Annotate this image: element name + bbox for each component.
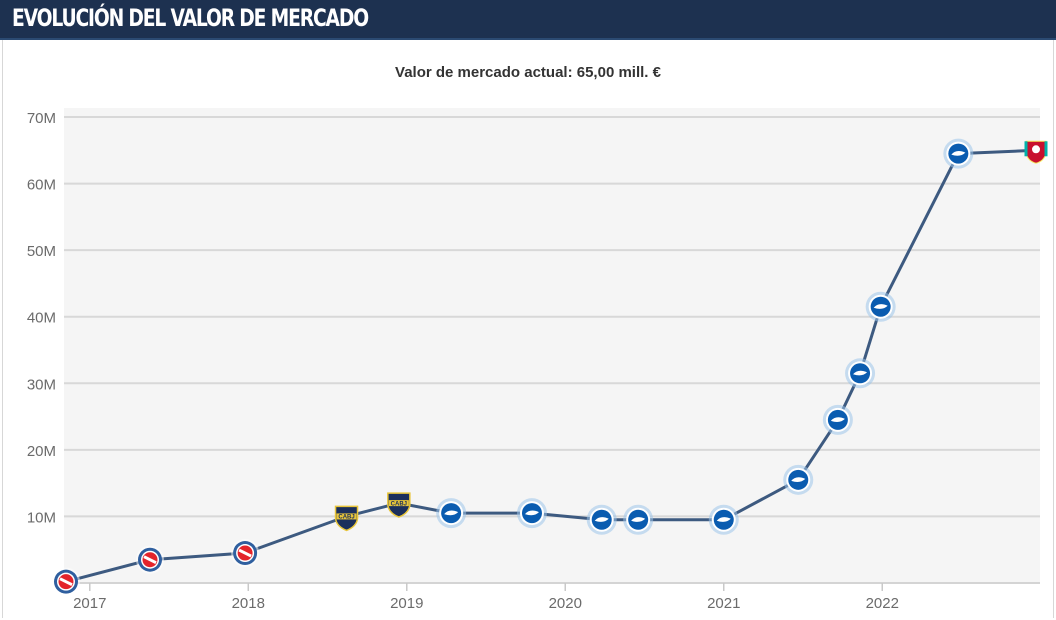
- data-point boca-juniors-crest-icon[interactable]: CABJ: [334, 505, 359, 532]
- section-title: Evolución del valor de mercado: [12, 4, 369, 32]
- data-point liverpool-crest-icon[interactable]: [1024, 140, 1048, 164]
- data-point brighton-crest-icon[interactable]: [783, 464, 814, 495]
- x-tick-label: 2018: [232, 595, 265, 612]
- section-header: Evolución del valor de mercado: [0, 0, 1056, 40]
- data-point brighton-crest-icon[interactable]: [586, 504, 617, 535]
- data-point argentinos-juniors-crest-icon[interactable]: [231, 539, 260, 568]
- x-tick-label: 2017: [73, 595, 106, 612]
- y-tick-label: 70M: [27, 110, 56, 127]
- y-tick-label: 30M: [27, 376, 56, 393]
- data-point brighton-crest-icon[interactable]: [822, 404, 853, 435]
- data-point brighton-crest-icon[interactable]: [708, 504, 739, 535]
- chart-subtitle: Valor de mercado actual: 65,00 mill. €: [395, 64, 661, 81]
- data-point brighton-crest-icon[interactable]: [845, 358, 876, 389]
- data-point boca-juniors-crest-icon[interactable]: CABJ: [387, 492, 411, 518]
- svg-text:CABJ: CABJ: [391, 501, 407, 507]
- data-point brighton-crest-icon[interactable]: [623, 504, 654, 535]
- data-point brighton-crest-icon[interactable]: [943, 138, 974, 169]
- data-point argentinos-juniors-crest-icon[interactable]: [136, 545, 165, 574]
- data-point brighton-crest-icon[interactable]: [516, 498, 547, 529]
- x-tick-label: 2022: [866, 595, 899, 612]
- series-line: [65, 148, 1037, 584]
- x-tick-label: 2021: [707, 595, 740, 612]
- y-tick-label: 20M: [27, 443, 56, 460]
- data-point brighton-crest-icon[interactable]: [436, 498, 467, 529]
- y-tick-label: 60M: [27, 177, 56, 194]
- y-tick-label: 10M: [27, 509, 56, 526]
- x-tick-label: 2020: [549, 595, 582, 612]
- data-point argentinos-juniors-crest-icon[interactable]: [52, 567, 80, 596]
- y-tick-label: 50M: [27, 243, 56, 260]
- data-point brighton-crest-icon[interactable]: [865, 291, 896, 322]
- data-points: CABJ CABJ: [52, 138, 1048, 596]
- y-tick-label: 40M: [27, 310, 56, 327]
- svg-text:CABJ: CABJ: [338, 515, 354, 521]
- x-tick-label: 2019: [390, 595, 423, 612]
- plot-area: [64, 108, 1040, 584]
